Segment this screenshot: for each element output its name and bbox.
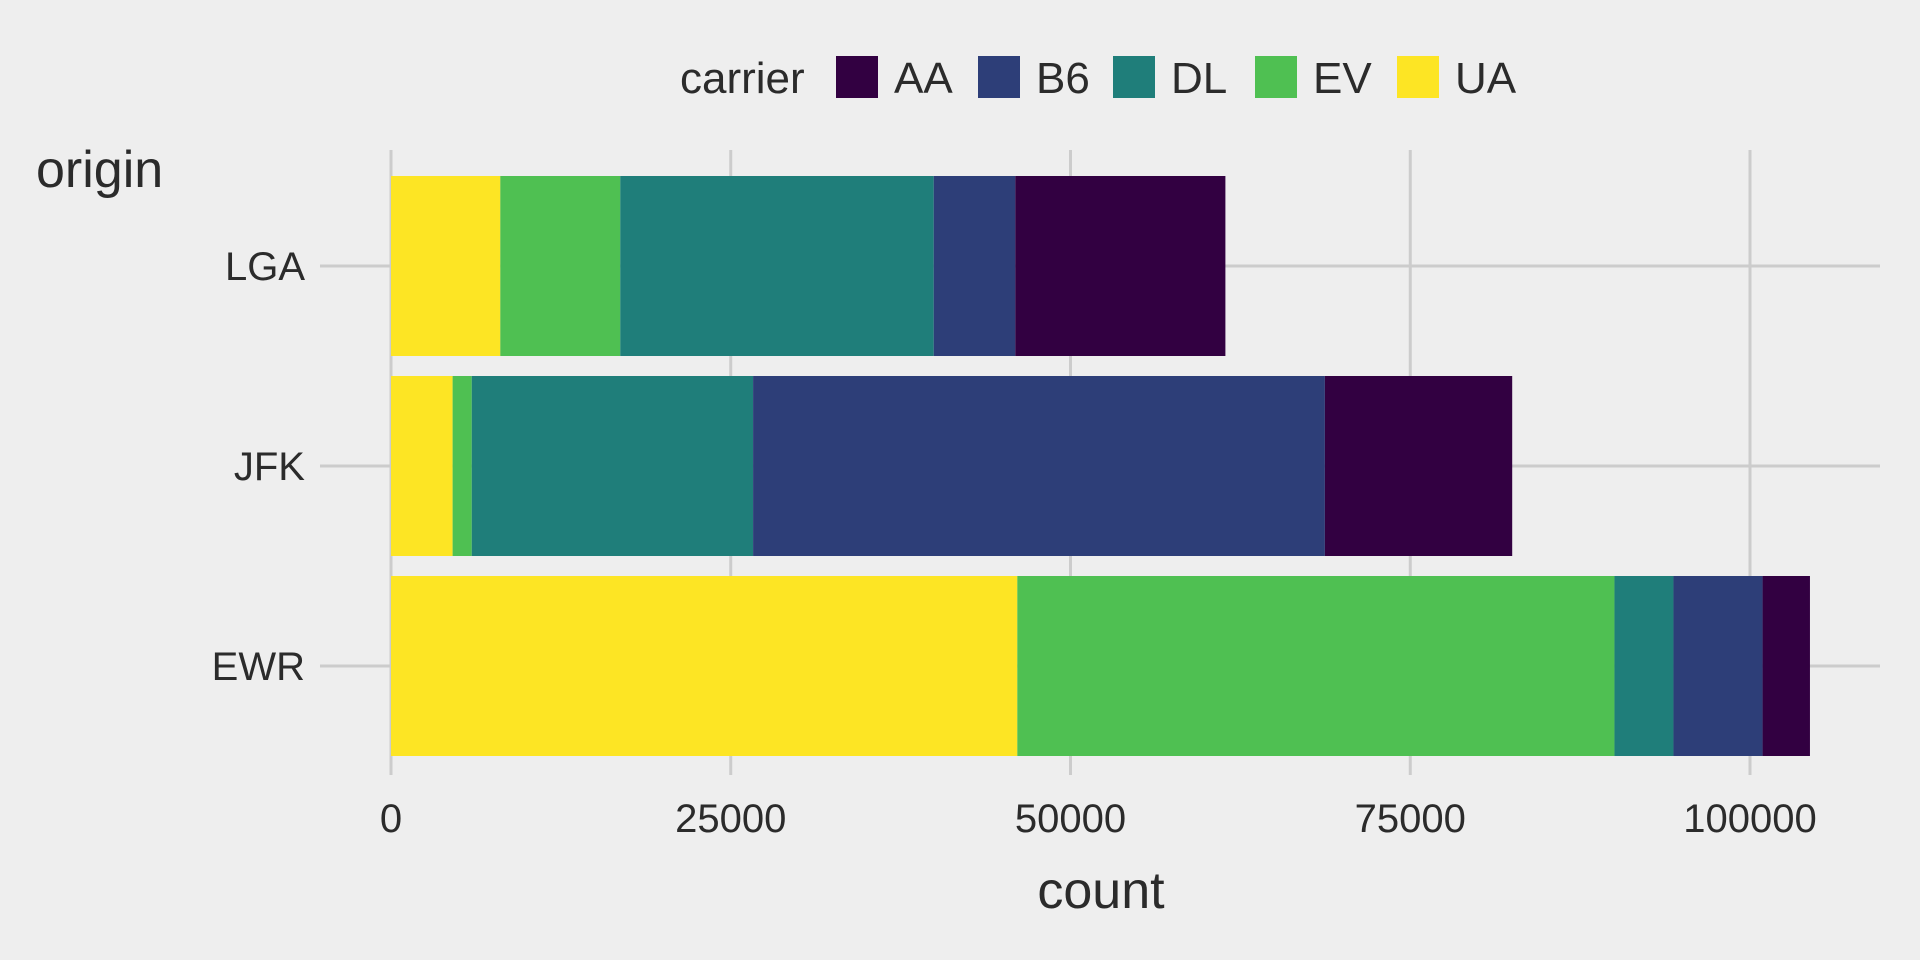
legend-label: UA <box>1455 54 1517 103</box>
bar-segment-jfk-ev <box>452 376 472 556</box>
legend-label: DL <box>1171 54 1227 103</box>
bar-segment-ewr-ua <box>391 576 1018 756</box>
bar-segment-lga-dl <box>620 176 934 356</box>
bar-segment-lga-ua <box>391 176 501 356</box>
legend-title: carrier <box>680 54 805 103</box>
bar-segment-ewr-ev <box>1017 576 1615 756</box>
y-tick-label: EWR <box>212 645 305 689</box>
x-tick-label: 75000 <box>1355 797 1466 841</box>
x-tick-label: 0 <box>380 797 402 841</box>
y-axis-title: origin <box>36 141 163 199</box>
bar-segment-jfk-ua <box>391 376 453 556</box>
bar-segment-lga-ev <box>500 176 621 356</box>
bar-segment-ewr-b6 <box>1673 576 1763 756</box>
y-tick-label: JFK <box>234 445 305 489</box>
y-tick-label: LGA <box>225 245 305 289</box>
x-tick-label: 50000 <box>1015 797 1126 841</box>
legend-label: B6 <box>1036 54 1090 103</box>
bar-segment-ewr-aa <box>1762 576 1810 756</box>
legend-key-dl <box>1113 56 1155 98</box>
bar-segment-lga-aa <box>1015 176 1226 356</box>
legend-label: EV <box>1313 54 1372 103</box>
legend-label: AA <box>894 54 953 103</box>
bar-segment-jfk-dl <box>471 376 754 556</box>
bar-segment-ewr-dl <box>1614 576 1674 756</box>
legend-key-b6 <box>978 56 1020 98</box>
bar-segment-lga-b6 <box>933 176 1016 356</box>
x-tick-label: 25000 <box>675 797 786 841</box>
axes: 0 25000 50000 75000 100000 EWR JFK LGA <box>212 245 1817 841</box>
bars <box>391 176 1810 756</box>
legend-key-aa <box>836 56 878 98</box>
x-tick-label: 100000 <box>1683 797 1816 841</box>
x-axis-title: count <box>1037 862 1165 920</box>
legend-key-ev <box>1255 56 1297 98</box>
bar-segment-jfk-b6 <box>753 376 1325 556</box>
legend-key-ua <box>1397 56 1439 98</box>
bar-segment-jfk-aa <box>1324 376 1513 556</box>
legend: carrier AA B6 DL EV UA <box>680 54 1517 103</box>
